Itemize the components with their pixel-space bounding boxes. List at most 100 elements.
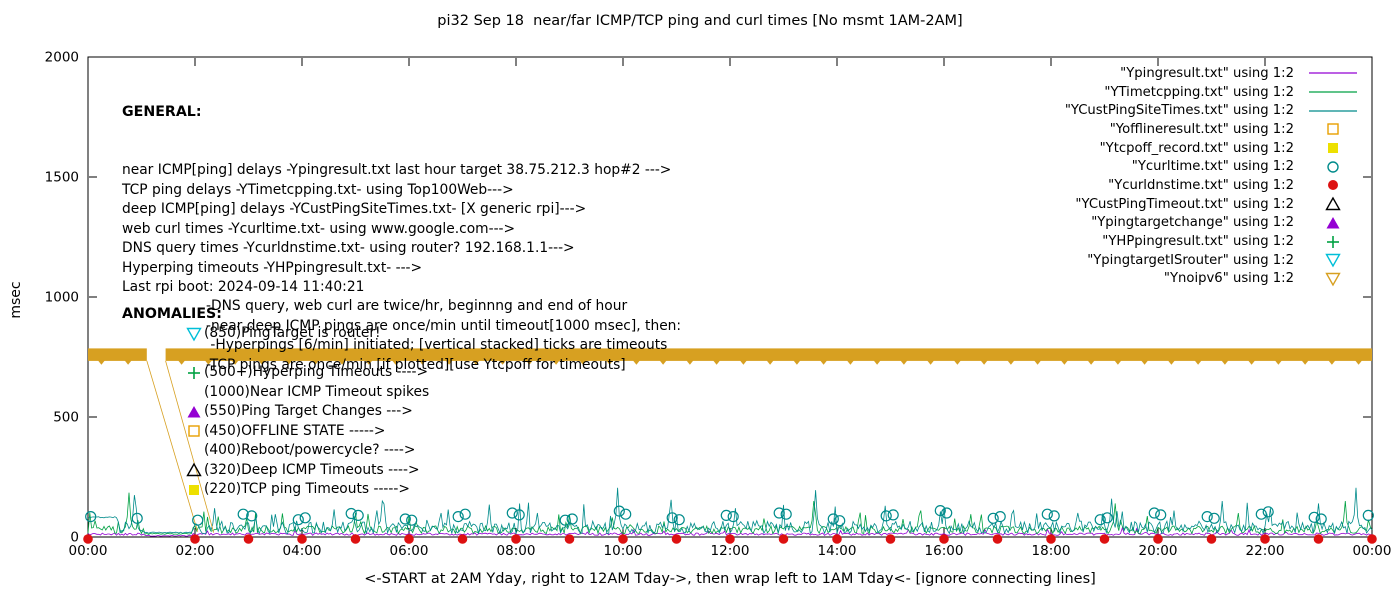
legend-label: "Ycurltime.txt" using 1:2 bbox=[1131, 159, 1294, 175]
anomalies-notes: ANOMALIES: (850)PingTarget is router! (50… bbox=[122, 305, 429, 499]
noipv6-marker-tick bbox=[97, 359, 106, 365]
legend-label: "YCustPingTimeout.txt" using 1:2 bbox=[1075, 196, 1294, 212]
curl-point bbox=[1262, 506, 1274, 518]
curl-point bbox=[1208, 512, 1220, 524]
curl-point bbox=[506, 507, 518, 519]
general-notes: GENERAL: near ICMP[ping] delays -Ypingre… bbox=[122, 64, 681, 414]
legend-label: "Ypingresult.txt" using 1:2 bbox=[1120, 65, 1294, 81]
x-tick-label: 20:00 bbox=[1139, 543, 1178, 559]
curl-point bbox=[559, 514, 571, 526]
noipv6-marker-tick bbox=[1113, 359, 1122, 365]
dns-point bbox=[832, 534, 842, 544]
anomaly-label: (850)PingTarget is router! bbox=[204, 325, 381, 342]
noipv6-marker-tick bbox=[1006, 359, 1015, 365]
noipv6-marker-tick bbox=[819, 359, 828, 365]
note-line: TCP ping delays -YTimetcpping.txt- using… bbox=[122, 181, 514, 198]
anomaly-item: (450)OFFLINE STATE -----> bbox=[122, 422, 429, 441]
curl-point bbox=[827, 513, 839, 525]
noipv6-marker-tick bbox=[204, 359, 213, 365]
curl-point bbox=[773, 507, 785, 519]
noipv6-band bbox=[165, 348, 1373, 361]
legend-item: "Ypingtargetchange" using 1:2 bbox=[1065, 214, 1366, 233]
legend-label: "Ynoipv6" using 1:2 bbox=[1163, 271, 1294, 287]
legend-item: "Ypingresult.txt" using 1:2 bbox=[1065, 64, 1366, 83]
y-axis-label: msec bbox=[8, 281, 24, 319]
noipv6-marker-tick bbox=[552, 359, 561, 365]
square-filled-icon bbox=[189, 484, 199, 495]
curl-point bbox=[880, 510, 892, 522]
dns-point bbox=[1153, 534, 1163, 544]
triangle-up-filled-icon bbox=[1326, 216, 1340, 229]
anomaly-label: (400)Reboot/powercycle? ----> bbox=[204, 442, 416, 459]
square-open-icon bbox=[1327, 123, 1339, 136]
note-line: DNS query times -Ycurldnstime.txt- using… bbox=[122, 240, 575, 257]
note-line: Hyperping timeouts -YHPpingresult.txt- -… bbox=[122, 259, 423, 276]
x-tick-label: 22:00 bbox=[1246, 543, 1285, 559]
circle-open-icon bbox=[1327, 161, 1339, 173]
curl-point bbox=[345, 507, 357, 520]
noipv6-marker-tick bbox=[1087, 359, 1096, 365]
note-line: web curl times -Ycurltime.txt- using www… bbox=[122, 220, 516, 237]
anomaly-item bbox=[122, 344, 429, 363]
triangle-up-open-icon bbox=[1325, 196, 1341, 211]
line-icon bbox=[1309, 110, 1357, 112]
noipv6-marker-tick bbox=[899, 359, 908, 365]
curl-point bbox=[727, 510, 739, 523]
legend-label: "YHPpingresult.txt" using 1:2 bbox=[1102, 234, 1294, 250]
curl-point bbox=[352, 509, 364, 522]
triangle-up-filled-icon bbox=[187, 405, 201, 418]
y-tick-label: 1000 bbox=[45, 290, 79, 306]
legend-label: "Ytcpoff_record.txt" using 1:2 bbox=[1099, 140, 1294, 156]
noipv6-marker-tick bbox=[1247, 359, 1256, 365]
legend-item: "Ycurldnstime.txt" using 1:2 bbox=[1065, 176, 1366, 195]
curl-point bbox=[406, 514, 418, 526]
noipv6-marker-tick bbox=[578, 359, 587, 365]
legend-item: "YpingtargetISrouter" using 1:2 bbox=[1065, 251, 1366, 270]
noipv6-marker-tick bbox=[1220, 359, 1229, 365]
noipv6-marker-tick bbox=[311, 359, 320, 365]
legend-item: "Ynoipv6" using 1:2 bbox=[1065, 270, 1366, 289]
legend-item: "Ytcpoff_record.txt" using 1:2 bbox=[1065, 139, 1366, 158]
x-tick-label: 08:00 bbox=[497, 543, 536, 559]
curl-point bbox=[513, 509, 525, 521]
legend: "Ypingresult.txt" using 1:2 "YTimetcpping… bbox=[1065, 64, 1366, 288]
plus-icon bbox=[188, 367, 200, 380]
anomaly-item: (850)PingTarget is router! bbox=[122, 324, 429, 343]
x-tick-label: 06:00 bbox=[390, 543, 429, 559]
anomaly-label: (500+)Hyperping Timeouts ----> bbox=[204, 364, 429, 381]
anomaly-label: (550)Ping Target Changes ---> bbox=[204, 403, 413, 420]
x-tick-label: 14:00 bbox=[818, 543, 857, 559]
curl-point bbox=[620, 508, 632, 520]
y-tick-label: 0 bbox=[70, 530, 79, 546]
dns-point bbox=[1046, 534, 1056, 544]
noipv6-marker-tick bbox=[1327, 359, 1336, 365]
note-line: -DNS query, web curl are twice/hr, begin… bbox=[206, 298, 628, 315]
curl-point bbox=[1201, 510, 1213, 523]
noipv6-marker-tick bbox=[739, 359, 748, 365]
triangle-down-open-icon bbox=[1325, 272, 1341, 287]
marker-spacer bbox=[186, 383, 202, 401]
curl-point bbox=[459, 508, 471, 520]
curl-point bbox=[237, 508, 249, 520]
curl-point bbox=[85, 510, 97, 523]
anomaly-label: (450)OFFLINE STATE -----> bbox=[204, 422, 386, 439]
dns-point bbox=[1260, 534, 1270, 544]
curl-point bbox=[673, 514, 685, 526]
noipv6-marker-tick bbox=[632, 359, 641, 365]
triangle-down-open-icon bbox=[186, 327, 202, 342]
legend-label: "YTimetcpping.txt" using 1:2 bbox=[1104, 84, 1294, 100]
x-tick-label: 10:00 bbox=[604, 543, 643, 559]
curl-point bbox=[399, 513, 411, 525]
x-tick-label: 16:00 bbox=[925, 543, 964, 559]
note-line: -TCP pings are once/min [if plotted][use… bbox=[206, 356, 626, 373]
dns-point bbox=[243, 534, 254, 544]
dns-point bbox=[725, 534, 735, 544]
x-axis-caption: <-START at 2AM Yday, right to 12AM Tday-… bbox=[364, 571, 1096, 587]
noipv6-marker-tick bbox=[1354, 359, 1363, 365]
noipv6-marker-tick bbox=[980, 359, 989, 365]
dns-point bbox=[1099, 534, 1110, 544]
noipv6-marker-tick bbox=[873, 359, 882, 365]
curl-point bbox=[131, 512, 143, 524]
